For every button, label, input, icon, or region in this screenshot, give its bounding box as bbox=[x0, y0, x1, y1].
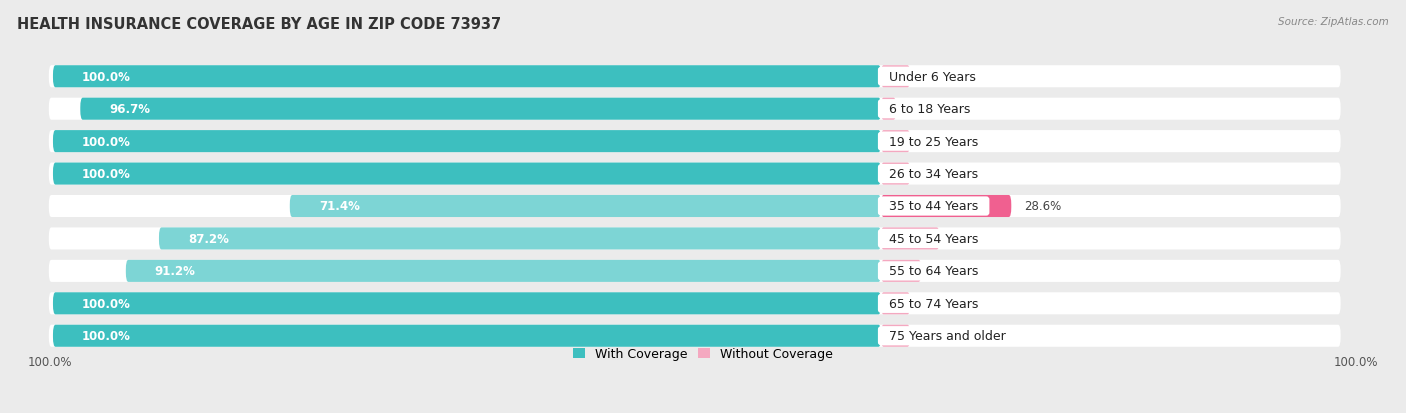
FancyBboxPatch shape bbox=[290, 195, 882, 218]
FancyBboxPatch shape bbox=[882, 163, 910, 185]
FancyBboxPatch shape bbox=[49, 131, 1340, 153]
Text: 96.7%: 96.7% bbox=[110, 103, 150, 116]
Text: 100.0%: 100.0% bbox=[82, 168, 131, 180]
Text: 65 to 74 Years: 65 to 74 Years bbox=[882, 297, 987, 310]
FancyBboxPatch shape bbox=[49, 98, 1340, 121]
FancyBboxPatch shape bbox=[49, 228, 1340, 250]
Text: 35 to 44 Years: 35 to 44 Years bbox=[882, 200, 986, 213]
Text: 0.0%: 0.0% bbox=[922, 330, 952, 342]
Text: 100.0%: 100.0% bbox=[28, 355, 73, 368]
Text: 28.6%: 28.6% bbox=[1024, 200, 1062, 213]
Text: 91.2%: 91.2% bbox=[155, 265, 195, 278]
Text: 6 to 18 Years: 6 to 18 Years bbox=[882, 103, 979, 116]
FancyBboxPatch shape bbox=[53, 325, 882, 347]
FancyBboxPatch shape bbox=[882, 195, 1011, 218]
Text: 45 to 54 Years: 45 to 54 Years bbox=[882, 233, 987, 245]
FancyBboxPatch shape bbox=[159, 228, 882, 250]
Text: 100.0%: 100.0% bbox=[82, 297, 131, 310]
Text: Source: ZipAtlas.com: Source: ZipAtlas.com bbox=[1278, 17, 1389, 26]
FancyBboxPatch shape bbox=[882, 66, 910, 88]
Text: 0.0%: 0.0% bbox=[922, 168, 952, 180]
FancyBboxPatch shape bbox=[882, 292, 910, 315]
FancyBboxPatch shape bbox=[53, 163, 882, 185]
Text: 87.2%: 87.2% bbox=[188, 233, 229, 245]
FancyBboxPatch shape bbox=[53, 131, 882, 153]
FancyBboxPatch shape bbox=[80, 98, 882, 121]
Text: 0.0%: 0.0% bbox=[922, 135, 952, 148]
FancyBboxPatch shape bbox=[882, 98, 896, 121]
FancyBboxPatch shape bbox=[49, 66, 1340, 88]
Text: 8.8%: 8.8% bbox=[934, 265, 963, 278]
FancyBboxPatch shape bbox=[882, 228, 939, 250]
FancyBboxPatch shape bbox=[53, 66, 882, 88]
Text: 55 to 64 Years: 55 to 64 Years bbox=[882, 265, 987, 278]
FancyBboxPatch shape bbox=[49, 163, 1340, 185]
Text: 26 to 34 Years: 26 to 34 Years bbox=[882, 168, 986, 180]
FancyBboxPatch shape bbox=[49, 260, 1340, 282]
Text: 0.0%: 0.0% bbox=[922, 71, 952, 83]
Text: 19 to 25 Years: 19 to 25 Years bbox=[882, 135, 986, 148]
FancyBboxPatch shape bbox=[125, 260, 882, 282]
Text: 100.0%: 100.0% bbox=[1333, 355, 1378, 368]
FancyBboxPatch shape bbox=[53, 292, 882, 315]
Text: 71.4%: 71.4% bbox=[319, 200, 360, 213]
FancyBboxPatch shape bbox=[882, 325, 910, 347]
Text: HEALTH INSURANCE COVERAGE BY AGE IN ZIP CODE 73937: HEALTH INSURANCE COVERAGE BY AGE IN ZIP … bbox=[17, 17, 501, 31]
Text: Under 6 Years: Under 6 Years bbox=[882, 71, 984, 83]
FancyBboxPatch shape bbox=[882, 131, 910, 153]
Text: 75 Years and older: 75 Years and older bbox=[882, 330, 1014, 342]
Text: 100.0%: 100.0% bbox=[82, 330, 131, 342]
Text: 3.3%: 3.3% bbox=[922, 103, 952, 116]
Text: 100.0%: 100.0% bbox=[82, 71, 131, 83]
Text: 100.0%: 100.0% bbox=[82, 135, 131, 148]
Legend: With Coverage, Without Coverage: With Coverage, Without Coverage bbox=[572, 347, 834, 361]
FancyBboxPatch shape bbox=[49, 292, 1340, 315]
Text: 12.8%: 12.8% bbox=[952, 233, 988, 245]
FancyBboxPatch shape bbox=[49, 195, 1340, 218]
FancyBboxPatch shape bbox=[882, 260, 921, 282]
FancyBboxPatch shape bbox=[49, 325, 1340, 347]
Text: 0.0%: 0.0% bbox=[922, 297, 952, 310]
